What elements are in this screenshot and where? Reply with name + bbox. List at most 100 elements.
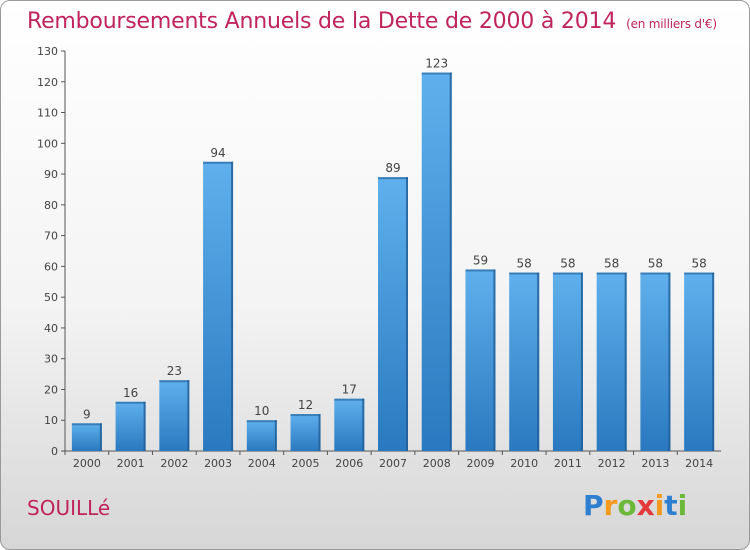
bar-edge — [274, 420, 277, 451]
data-label: 89 — [385, 161, 400, 175]
bars — [71, 72, 715, 452]
bar-cap — [290, 414, 321, 417]
bar-edge — [406, 177, 408, 451]
logo-letter: t — [664, 489, 678, 522]
bar — [246, 420, 277, 451]
bar — [509, 272, 540, 451]
data-labels: 9 16 23 94 10 12 17 89 123 59 58 58 58 58 58 — [83, 57, 707, 422]
data-label: 58 — [517, 257, 532, 271]
x-tick-label: 2004 — [248, 457, 276, 470]
bar-cap — [421, 72, 452, 75]
y-tick-label: 100 — [37, 137, 58, 150]
x-tick-label: 2005 — [292, 457, 320, 470]
y-tick-label: 30 — [44, 353, 58, 366]
x-tick-label: 2013 — [641, 457, 669, 470]
bar-cap — [684, 272, 715, 275]
bar-cap — [246, 420, 277, 423]
bar-cap — [115, 401, 146, 404]
bar-cap — [552, 272, 583, 275]
bar-cap — [509, 272, 540, 275]
bar — [421, 72, 452, 452]
chart-title: Remboursements Annuels de la Dette de 20… — [27, 9, 717, 34]
x-tick-label: 2009 — [466, 457, 494, 470]
data-label: 23 — [167, 364, 182, 378]
y-tick-label: 110 — [37, 107, 58, 120]
bar — [71, 423, 102, 451]
logo-letter: i — [677, 489, 688, 522]
data-label: 58 — [604, 257, 619, 271]
y-tick-label: 10 — [44, 414, 58, 427]
x-tick-label: 2014 — [685, 457, 713, 470]
logo-letter: P — [583, 489, 604, 522]
bar-edge — [537, 272, 540, 451]
y-tick-label: 20 — [44, 383, 58, 396]
bar — [159, 380, 190, 451]
x-tick-label: 2008 — [423, 457, 451, 470]
data-label: 10 — [254, 404, 269, 418]
bar — [552, 272, 583, 451]
logo-letter: x — [636, 489, 655, 522]
bar — [290, 414, 321, 451]
proxiti-logo: Proxiti — [583, 489, 687, 522]
logo-letter: i — [654, 489, 665, 522]
bar-edge — [493, 269, 496, 451]
bar-cap — [334, 398, 365, 401]
y-tick-label: 60 — [44, 260, 58, 273]
bar-edge — [580, 272, 583, 451]
y-tick-label: 130 — [37, 45, 58, 58]
x-tick-label: 2012 — [598, 457, 626, 470]
x-tick-label: 2000 — [73, 457, 101, 470]
x-tick-label: 2011 — [554, 457, 582, 470]
x-tick-label: 2006 — [335, 457, 363, 470]
bar-edge — [668, 272, 671, 451]
x-tick-label: 2007 — [379, 457, 407, 470]
bar-cap — [71, 423, 102, 426]
bar — [465, 269, 496, 451]
y-tick-label: 40 — [44, 322, 58, 335]
data-label: 12 — [298, 398, 313, 412]
bar-edge — [362, 398, 365, 451]
bar-edge — [143, 401, 146, 451]
axes: 0 10 20 30 40 50 60 70 80 90 100 110 120 130 2000 2001 2… — [37, 45, 721, 470]
data-label: 59 — [473, 253, 488, 267]
bar — [203, 161, 234, 451]
bar-cap — [640, 272, 671, 275]
data-label: 58 — [648, 257, 663, 271]
x-tick-label: 2002 — [160, 457, 188, 470]
bar-cap — [159, 380, 190, 383]
logo-letter: r — [603, 489, 618, 522]
bar — [378, 177, 408, 451]
bar-edge — [449, 72, 452, 452]
data-label: 58 — [560, 257, 575, 271]
bar-edge — [624, 272, 627, 451]
logo-letter: o — [617, 489, 637, 522]
chart-title-text: Remboursements Annuels de la Dette de 20… — [27, 9, 617, 34]
bar-cap — [596, 272, 627, 275]
bar-cap — [203, 161, 234, 164]
bar — [640, 272, 671, 451]
bar — [115, 401, 146, 451]
bar — [596, 272, 627, 451]
bar-edge — [187, 380, 190, 451]
bar-cap — [378, 177, 408, 180]
bar-edge — [712, 272, 715, 451]
bar — [334, 398, 365, 451]
y-tick-label: 120 — [37, 76, 58, 89]
y-tick-label: 50 — [44, 291, 58, 304]
y-tick-label: 90 — [44, 168, 58, 181]
bar-cap — [465, 269, 496, 272]
x-tick-label: 2010 — [510, 457, 538, 470]
y-tick-label: 0 — [51, 445, 58, 458]
y-tick-label: 80 — [44, 199, 58, 212]
data-label: 94 — [210, 146, 225, 160]
x-tick-label: 2003 — [204, 457, 232, 470]
data-label: 16 — [123, 386, 138, 400]
bar-edge — [231, 161, 234, 451]
bar-edge — [99, 423, 102, 451]
y-tick-label: 70 — [44, 230, 58, 243]
data-label: 123 — [425, 57, 448, 71]
x-tick-label: 2001 — [117, 457, 145, 470]
bar — [684, 272, 715, 451]
